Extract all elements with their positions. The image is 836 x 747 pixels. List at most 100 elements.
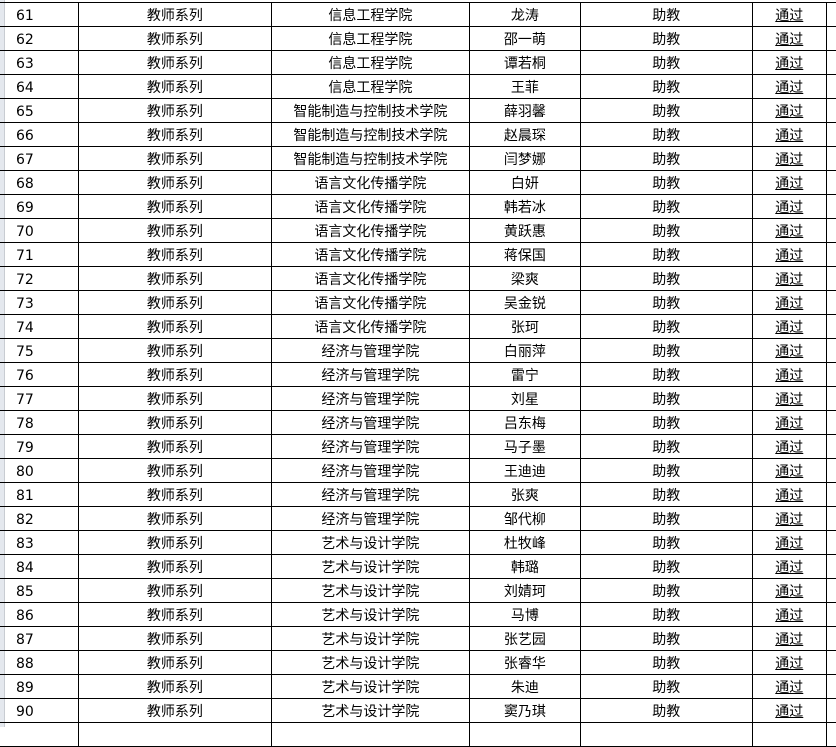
empty-cell[interactable]: [825, 314, 836, 339]
series-cell[interactable]: 教师系列: [78, 74, 272, 99]
series-cell[interactable]: 教师系列: [78, 290, 272, 315]
title-cell[interactable]: 助教: [579, 98, 754, 123]
empty-cell[interactable]: [825, 578, 836, 603]
empty-cell[interactable]: [825, 194, 836, 219]
result-cell[interactable]: 通过: [752, 122, 827, 147]
empty-cell[interactable]: [270, 722, 471, 747]
name-cell[interactable]: 梁爽: [469, 266, 581, 291]
result-cell[interactable]: 通过: [752, 266, 827, 291]
row-number[interactable]: 70: [0, 218, 80, 243]
college-cell[interactable]: 经济与管理学院: [270, 362, 471, 387]
row-number[interactable]: 87: [0, 626, 80, 651]
series-cell[interactable]: 教师系列: [78, 170, 272, 195]
row-number[interactable]: 67: [0, 146, 80, 171]
result-cell[interactable]: 通过: [752, 434, 827, 459]
series-cell[interactable]: 教师系列: [78, 386, 272, 411]
title-cell[interactable]: 助教: [579, 698, 754, 723]
empty-cell[interactable]: [825, 242, 836, 267]
name-cell[interactable]: 张睿华: [469, 650, 581, 675]
title-cell[interactable]: 助教: [579, 2, 754, 27]
title-cell[interactable]: 助教: [579, 602, 754, 627]
empty-cell[interactable]: [825, 554, 836, 579]
series-cell[interactable]: 教师系列: [78, 362, 272, 387]
title-cell[interactable]: 助教: [579, 122, 754, 147]
series-cell[interactable]: 教师系列: [78, 650, 272, 675]
row-number[interactable]: 62: [0, 26, 80, 51]
name-cell[interactable]: 王迪迪: [469, 458, 581, 483]
name-cell[interactable]: 刘星: [469, 386, 581, 411]
college-cell[interactable]: 经济与管理学院: [270, 410, 471, 435]
name-cell[interactable]: 龙涛: [469, 2, 581, 27]
college-cell[interactable]: 语言文化传播学院: [270, 170, 471, 195]
name-cell[interactable]: 杜牧峰: [469, 530, 581, 555]
row-number[interactable]: 90: [0, 698, 80, 723]
row-number[interactable]: 64: [0, 74, 80, 99]
empty-cell[interactable]: [825, 266, 836, 291]
empty-cell[interactable]: [579, 722, 754, 747]
row-number[interactable]: 81: [0, 482, 80, 507]
name-cell[interactable]: 朱迪: [469, 674, 581, 699]
title-cell[interactable]: 助教: [579, 242, 754, 267]
result-cell[interactable]: 通过: [752, 314, 827, 339]
college-cell[interactable]: 语言文化传播学院: [270, 290, 471, 315]
empty-cell[interactable]: [825, 482, 836, 507]
empty-cell[interactable]: [825, 218, 836, 243]
name-cell[interactable]: 邵一萌: [469, 26, 581, 51]
result-cell[interactable]: 通过: [752, 98, 827, 123]
empty-cell[interactable]: [825, 338, 836, 363]
title-cell[interactable]: 助教: [579, 386, 754, 411]
result-cell[interactable]: 通过: [752, 530, 827, 555]
empty-cell[interactable]: [825, 674, 836, 699]
title-cell[interactable]: 助教: [579, 458, 754, 483]
college-cell[interactable]: 智能制造与控制技术学院: [270, 146, 471, 171]
college-cell[interactable]: 经济与管理学院: [270, 482, 471, 507]
row-number[interactable]: 85: [0, 578, 80, 603]
college-cell[interactable]: 语言文化传播学院: [270, 194, 471, 219]
row-number[interactable]: 76: [0, 362, 80, 387]
empty-cell[interactable]: [825, 506, 836, 531]
row-number[interactable]: 82: [0, 506, 80, 531]
series-cell[interactable]: 教师系列: [78, 194, 272, 219]
series-cell[interactable]: 教师系列: [78, 242, 272, 267]
empty-cell[interactable]: [825, 626, 836, 651]
name-cell[interactable]: 雷宁: [469, 362, 581, 387]
result-cell[interactable]: 通过: [752, 506, 827, 531]
row-number[interactable]: 84: [0, 554, 80, 579]
series-cell[interactable]: 教师系列: [78, 314, 272, 339]
college-cell[interactable]: 艺术与设计学院: [270, 554, 471, 579]
title-cell[interactable]: 助教: [579, 314, 754, 339]
title-cell[interactable]: 助教: [579, 410, 754, 435]
college-cell[interactable]: 语言文化传播学院: [270, 242, 471, 267]
series-cell[interactable]: 教师系列: [78, 482, 272, 507]
title-cell[interactable]: 助教: [579, 194, 754, 219]
row-number[interactable]: 73: [0, 290, 80, 315]
empty-cell[interactable]: [825, 122, 836, 147]
series-cell[interactable]: 教师系列: [78, 578, 272, 603]
empty-cell[interactable]: [0, 722, 80, 747]
empty-cell[interactable]: [752, 722, 827, 747]
title-cell[interactable]: 助教: [579, 650, 754, 675]
row-number[interactable]: 71: [0, 242, 80, 267]
title-cell[interactable]: 助教: [579, 26, 754, 51]
result-cell[interactable]: 通过: [752, 146, 827, 171]
college-cell[interactable]: 智能制造与控制技术学院: [270, 98, 471, 123]
result-cell[interactable]: 通过: [752, 290, 827, 315]
row-number[interactable]: 78: [0, 410, 80, 435]
result-cell[interactable]: 通过: [752, 218, 827, 243]
result-cell[interactable]: 通过: [752, 602, 827, 627]
empty-cell[interactable]: [825, 146, 836, 171]
college-cell[interactable]: 经济与管理学院: [270, 338, 471, 363]
name-cell[interactable]: 马博: [469, 602, 581, 627]
series-cell[interactable]: 教师系列: [78, 626, 272, 651]
result-cell[interactable]: 通过: [752, 698, 827, 723]
college-cell[interactable]: 智能制造与控制技术学院: [270, 122, 471, 147]
name-cell[interactable]: 刘婧珂: [469, 578, 581, 603]
title-cell[interactable]: 助教: [579, 362, 754, 387]
title-cell[interactable]: 助教: [579, 290, 754, 315]
college-cell[interactable]: 艺术与设计学院: [270, 650, 471, 675]
row-number[interactable]: 66: [0, 122, 80, 147]
series-cell[interactable]: 教师系列: [78, 2, 272, 27]
college-cell[interactable]: 信息工程学院: [270, 74, 471, 99]
empty-cell[interactable]: [825, 2, 836, 27]
college-cell[interactable]: 艺术与设计学院: [270, 626, 471, 651]
